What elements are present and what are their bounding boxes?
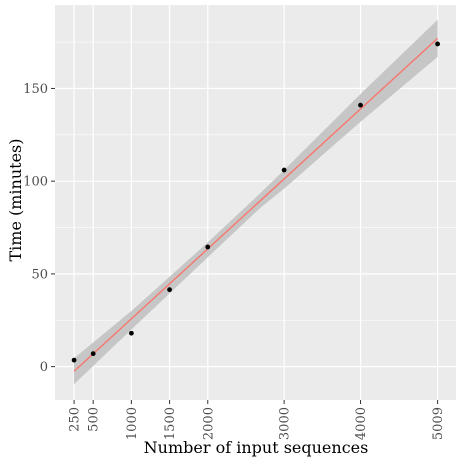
x-tick-label: 2000 [201,407,216,440]
x-tick-label: 1500 [163,407,178,440]
x-tick-label: 5009 [431,407,446,440]
x-tick-label: 1000 [125,407,140,440]
data-point [205,244,211,250]
confidence-band [74,19,438,385]
y-axis-title: Time (minutes) [6,138,25,261]
data-point [167,287,172,293]
fit-line [73,37,439,372]
x-tick-label: 500 [87,407,102,432]
data-point [281,167,287,173]
x-axis-title: Number of input sequences [144,438,369,457]
data-points [71,41,440,363]
data-point [128,330,134,336]
data-point [71,357,77,363]
y-tick-label: 50 [31,267,48,282]
y-axis-ticks: 0 50 100 150 [23,82,55,375]
data-point [358,102,363,108]
x-tick-label: 4000 [354,407,369,440]
x-axis-ticks: 250 500 1000 1500 2000 3000 4000 5009 [68,400,446,440]
y-tick-label: 150 [23,82,48,97]
x-tick-label: 250 [68,407,83,432]
y-tick-label: 100 [23,175,48,190]
data-point [435,41,440,47]
y-tick-label: 0 [40,360,48,375]
x-tick-label: 3000 [278,407,293,440]
data-point [90,351,96,357]
